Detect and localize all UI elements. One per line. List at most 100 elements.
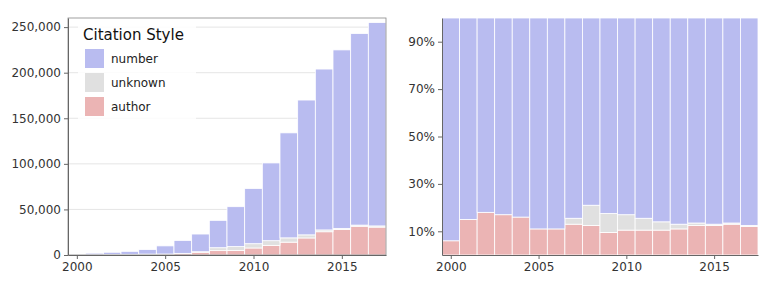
y-tick-label: 0 (53, 248, 61, 262)
x-tick-mark (451, 255, 452, 259)
legend-title: Citation Style (83, 26, 184, 44)
bar (740, 18, 758, 225)
x-tick-label: 2000 (62, 260, 93, 274)
y-tick: 100,000 (11, 157, 68, 171)
bar (565, 224, 583, 255)
bar (600, 232, 618, 255)
bar (530, 18, 548, 229)
x-tick-mark (626, 255, 627, 259)
x-tick-mark (165, 255, 166, 259)
y-tick: 250,000 (11, 20, 68, 34)
bar (740, 227, 758, 255)
bar (460, 18, 478, 219)
bar (245, 188, 263, 243)
bar (495, 18, 513, 215)
bar (565, 18, 583, 218)
bar (705, 18, 723, 224)
y-tick-label: 250,000 (11, 20, 61, 34)
y-tick: 150,000 (11, 112, 68, 126)
legend: Citation Stylenumberunknownauthor (78, 22, 196, 120)
y-tick-label: 200,000 (11, 66, 61, 80)
x-tick-mark (77, 255, 78, 259)
x-tick: 2015 (327, 255, 358, 274)
bar (262, 241, 280, 246)
bar (477, 212, 495, 255)
bar (670, 18, 688, 224)
bar (209, 248, 227, 251)
bar (705, 225, 723, 255)
x-tick-label: 2015 (699, 260, 730, 274)
bars (442, 18, 758, 255)
bar (280, 133, 298, 238)
grid (68, 27, 386, 255)
chart-panel: 10%30%50%70%90%2000200520102015 (408, 18, 758, 274)
legend-swatch (85, 49, 104, 68)
bar (227, 207, 245, 247)
bar (86, 253, 104, 255)
bar (368, 227, 386, 255)
y-tick: 10% (408, 225, 442, 239)
bar (192, 234, 210, 252)
y-tick-label: 150,000 (11, 112, 61, 126)
bar (315, 232, 333, 255)
bar (688, 225, 706, 255)
y-tick-mark (64, 209, 68, 210)
x-tick-label: 2005 (524, 260, 555, 274)
bar (600, 18, 618, 214)
y-tick-mark (64, 164, 68, 165)
bar (174, 240, 192, 253)
x-tick: 2010 (239, 255, 270, 274)
x-tick: 2000 (436, 255, 467, 274)
bar (723, 224, 741, 255)
bar (262, 245, 280, 255)
bar (670, 224, 688, 229)
x-tick: 2005 (150, 255, 181, 274)
x-tick-label: 2010 (612, 260, 643, 274)
bar (635, 18, 653, 218)
bar (280, 242, 298, 255)
y-tick-label: 90% (408, 35, 435, 49)
bar (245, 248, 263, 255)
y-axis-line (442, 19, 443, 256)
y-tick-label: 70% (408, 82, 435, 96)
bar (547, 229, 565, 255)
legend-swatch (85, 97, 104, 116)
bar (315, 69, 333, 230)
y-tick-mark (438, 89, 442, 90)
y-axis: 10%30%50%70%90% (408, 19, 442, 256)
bar (227, 250, 245, 255)
chart-canvas: 050,000100,000150,000200,000250,00020002… (0, 0, 768, 285)
bar (477, 18, 495, 212)
bar (600, 214, 618, 233)
bar (635, 230, 653, 255)
bars (68, 23, 386, 255)
bar (618, 230, 636, 255)
bar (688, 18, 706, 223)
x-tick-label: 2000 (436, 260, 467, 274)
y-axis: 0 50,000 100,000 150,000 200,000 250,000 (11, 19, 68, 263)
bar (368, 23, 386, 226)
y-tick-label: 50,000 (19, 203, 61, 217)
y-tick-mark (438, 231, 442, 232)
x-tick: 2005 (524, 255, 555, 274)
legend-label: unknown (111, 76, 166, 90)
y-tick-label: 30% (408, 177, 435, 191)
bar (280, 238, 298, 242)
x-tick-mark (342, 255, 343, 259)
bar (192, 252, 210, 255)
bar (333, 229, 351, 255)
y-tick-mark (64, 73, 68, 74)
bar (618, 18, 636, 215)
bar (495, 215, 513, 255)
bar (618, 215, 636, 230)
y-tick-mark (438, 42, 442, 43)
x-tick-label: 2005 (150, 260, 181, 274)
y-tick: 90% (408, 35, 442, 49)
bar (460, 219, 478, 255)
bar (582, 205, 600, 225)
bar (351, 33, 369, 225)
x-axis: 2000 2005 2010 2015 (62, 255, 386, 274)
x-axis-line (69, 255, 387, 256)
bar (209, 220, 227, 247)
bar (512, 18, 530, 217)
